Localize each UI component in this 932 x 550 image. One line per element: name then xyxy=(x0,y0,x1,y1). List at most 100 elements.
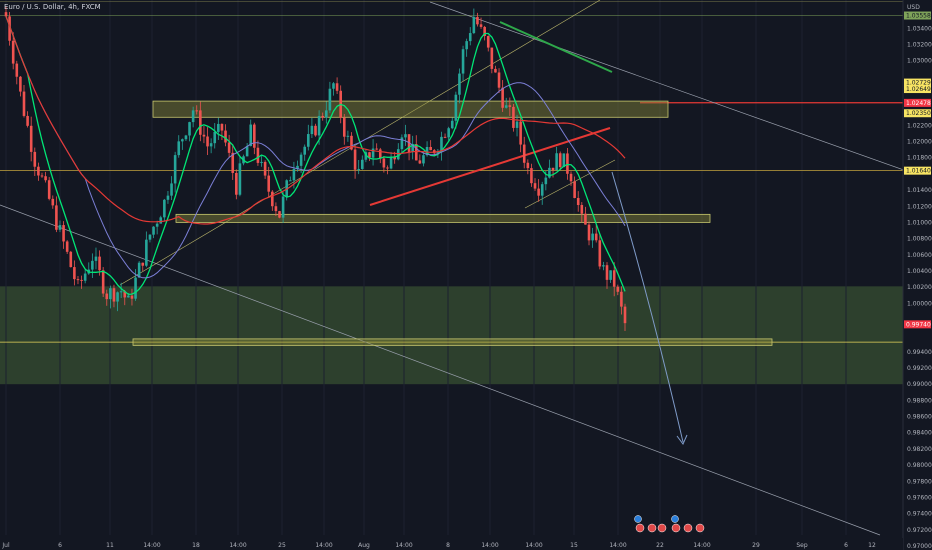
candle-body xyxy=(98,256,101,271)
candle-body xyxy=(389,156,393,169)
projection-arrow-head xyxy=(676,434,688,445)
price-tag-bg xyxy=(904,320,931,329)
candle-body xyxy=(623,306,627,324)
price-tick: 1.00600 xyxy=(907,252,932,259)
price-tag-label: 1.02478 xyxy=(906,100,931,107)
candle-body xyxy=(447,128,450,138)
candle-body xyxy=(253,124,256,148)
candle-body xyxy=(299,154,303,166)
candle-body xyxy=(37,166,40,176)
price-tick: 1.00400 xyxy=(907,268,932,275)
candle-body xyxy=(4,12,8,17)
candle-body xyxy=(555,153,558,171)
candle-body xyxy=(576,197,580,206)
candle-body xyxy=(486,36,490,48)
price-tick: 0.98600 xyxy=(907,414,932,421)
candle-body xyxy=(566,153,569,174)
candle-body xyxy=(562,153,566,168)
candle-body xyxy=(317,115,321,136)
candle-body xyxy=(11,40,15,64)
price-tick: 1.03200 xyxy=(907,41,932,48)
price-tick: 1.00800 xyxy=(907,236,932,243)
candle-body xyxy=(530,168,533,184)
candle-body xyxy=(504,105,508,108)
candle-body xyxy=(537,188,540,196)
price-tag-label: 1.02649 xyxy=(906,86,931,93)
price-tick: 0.97600 xyxy=(907,494,932,501)
candle-body xyxy=(44,176,47,181)
candle-body xyxy=(321,115,324,118)
candle-body xyxy=(587,224,591,241)
candle-body xyxy=(544,177,548,185)
candle-body xyxy=(40,175,44,177)
projection-arrow xyxy=(611,171,684,443)
chart-title: Euro / U.S. Dollar, 4h, FXCM xyxy=(4,3,101,11)
price-tick: 0.97800 xyxy=(907,478,932,485)
candle-body xyxy=(404,134,407,138)
candle-body xyxy=(371,148,375,158)
time-tick: 12 xyxy=(868,542,876,549)
price-tick: 1.01000 xyxy=(907,219,932,226)
candle-body xyxy=(328,88,332,111)
event-marker-blue xyxy=(634,515,642,523)
candle-body xyxy=(274,206,278,212)
ma-fast-line xyxy=(5,15,626,295)
price-tick: 0.99200 xyxy=(907,365,932,372)
price-tag-label: 1.02729 xyxy=(906,80,931,87)
currency-label: USD xyxy=(907,4,920,11)
candle-body xyxy=(62,225,65,242)
candle-body xyxy=(494,68,497,73)
candle-body xyxy=(166,195,170,200)
price-tag-label: 1.03558 xyxy=(906,13,931,20)
price-tag-label: 1.01640 xyxy=(906,168,931,175)
time-tick: 25 xyxy=(278,542,286,549)
candle-body xyxy=(382,158,386,168)
candle-body xyxy=(476,16,479,25)
price-tick: 0.99400 xyxy=(907,349,932,356)
candle-body xyxy=(231,152,235,173)
grid-layer xyxy=(5,0,847,535)
candle-body xyxy=(217,123,220,132)
candle-body xyxy=(8,16,11,41)
candle-body xyxy=(393,156,396,160)
candle-body xyxy=(137,262,141,278)
trendline-red xyxy=(369,127,611,206)
candle-body xyxy=(141,262,145,266)
candle-body xyxy=(465,41,468,50)
candle-body xyxy=(425,146,429,156)
candle-body xyxy=(105,293,109,300)
time-tick: 14:00 xyxy=(315,542,332,549)
event-marker xyxy=(695,523,705,533)
candle-body xyxy=(58,225,62,230)
price-tick: 1.01200 xyxy=(907,203,932,210)
candle-body xyxy=(173,155,177,184)
candle-body xyxy=(112,288,116,302)
candle-body xyxy=(303,146,307,155)
candle-body xyxy=(65,241,69,252)
candle-body xyxy=(612,270,616,287)
candle-body xyxy=(19,76,22,92)
price-tick: 0.98200 xyxy=(907,446,932,453)
candle-body xyxy=(310,125,314,135)
candle-body xyxy=(616,286,620,292)
trendline-green xyxy=(499,21,613,73)
time-tick: 8 xyxy=(446,542,450,549)
candle-body xyxy=(591,233,594,241)
price-tag-label: 1.02350 xyxy=(906,110,931,117)
candle-body xyxy=(91,260,94,270)
candle-body xyxy=(271,191,274,207)
event-marker xyxy=(671,523,681,533)
candle-body xyxy=(101,270,105,294)
candle-body xyxy=(418,160,422,164)
candles-layer xyxy=(4,6,627,332)
candle-body xyxy=(598,240,602,267)
price-tag-bg xyxy=(904,109,931,118)
candle-body xyxy=(256,147,260,163)
candle-body xyxy=(227,142,231,153)
price-tag-bg xyxy=(904,166,931,175)
candle-body xyxy=(569,173,573,182)
candle-body xyxy=(440,136,443,152)
price-tick: 0.99000 xyxy=(907,381,932,388)
candle-body xyxy=(602,265,605,267)
